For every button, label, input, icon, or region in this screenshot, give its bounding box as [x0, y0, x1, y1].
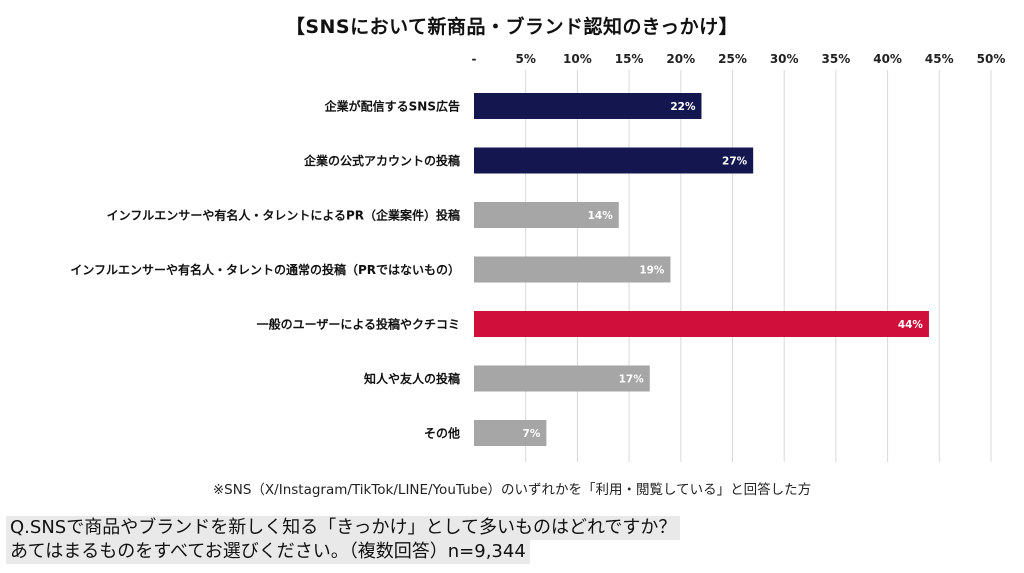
bar	[474, 93, 702, 119]
category-label: その他	[424, 426, 460, 441]
x-tick-label: 20%	[666, 52, 695, 66]
value-labels: 22% 27% 14% 19% 44% 17% 7%	[523, 101, 924, 440]
category-labels: 企業が配信するSNS広告企業の公式アカウントの投稿インフルエンサーや有名人・タレ…	[70, 99, 460, 441]
bar-value-label: 19%	[639, 265, 665, 277]
survey-question: Q.SNSで商品やブランドを新しく知る「きっかけ」として多いものはどれですか？ …	[6, 516, 681, 564]
x-tick-label: 45%	[925, 52, 954, 66]
bar-value-label: 44%	[898, 319, 924, 331]
bar-chart: - 5% 10% 15% 20% 25% 30% 35% 40% 45% 50% 企業が配信するSN…	[70, 52, 1006, 462]
x-tick-label: 10%	[563, 52, 592, 66]
x-tick-label: 5%	[516, 52, 536, 66]
category-label: 一般のユーザーによる投稿やクチコミ	[257, 317, 460, 332]
bar-value-label: 27%	[722, 156, 748, 168]
x-tick-label: 35%	[822, 52, 851, 66]
question-line-2: あてはまるものをすべてお選びください。（複数回答）n=9,344	[6, 540, 530, 564]
bar	[474, 365, 650, 392]
x-tick-label: 15%	[615, 52, 644, 66]
chart-title: 【SNSにおいて新商品・ブランド認知のきっかけ】	[285, 16, 739, 38]
bars	[474, 93, 929, 446]
x-tick-label: 40%	[873, 52, 902, 66]
category-label: 知人や友人の投稿	[363, 371, 460, 386]
question-line-1: Q.SNSで商品やブランドを新しく知る「きっかけ」として多いものはどれですか？	[6, 516, 681, 540]
category-label: 企業が配信するSNS広告	[324, 99, 460, 114]
bar	[474, 147, 754, 174]
category-label: インフルエンサーや有名人・タレントによるPR（企業案件）投稿	[107, 208, 460, 223]
bar-value-label: 7%	[523, 428, 541, 440]
x-tick-label: -	[472, 52, 477, 66]
category-label: インフルエンサーや有名人・タレントの通常の投稿（PRではないもの）	[70, 262, 460, 277]
bar	[474, 420, 547, 446]
bar	[474, 202, 619, 228]
bar	[474, 256, 671, 283]
bar-value-label: 22%	[670, 101, 696, 113]
x-tick-label: 30%	[770, 52, 799, 66]
bar	[474, 311, 929, 337]
category-label: 企業の公式アカウントの投稿	[303, 153, 460, 168]
x-tick-label: 25%	[718, 52, 747, 66]
bar-value-label: 17%	[619, 374, 645, 386]
x-tick-label: 50%	[977, 52, 1006, 66]
x-axis-ticks: - 5% 10% 15% 20% 25% 30% 35% 40% 45% 50%	[472, 52, 1006, 66]
bar-value-label: 14%	[588, 210, 614, 222]
footnote: ※SNS（X/Instagram/TikTok/LINE/YouTube）のいず…	[212, 482, 812, 498]
